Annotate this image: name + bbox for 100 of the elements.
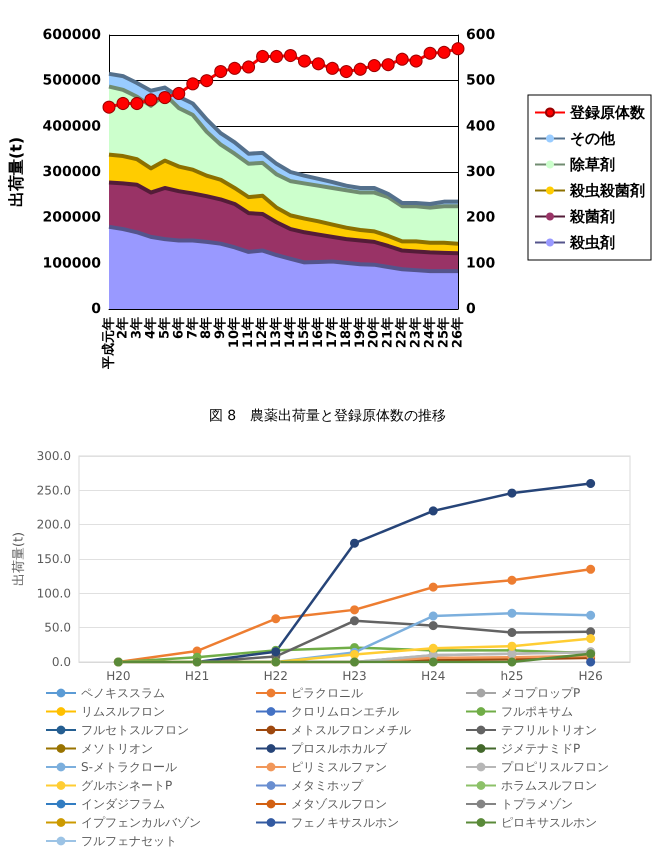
legend-label: 殺虫剤 [569, 234, 615, 252]
legend-label: ピロキサスルホン [501, 816, 597, 830]
x-tick-label: 11年 [241, 317, 256, 348]
point [270, 50, 284, 63]
x-tick-label: H20 [106, 669, 131, 683]
x-tick-label: 25年 [436, 317, 452, 348]
legend-label: プロピリスルフロン [501, 760, 609, 774]
legend-label: S-メトラクロール [81, 760, 177, 774]
point [102, 100, 116, 114]
point [452, 42, 464, 56]
legend-label: メタミホップ [291, 778, 364, 792]
x-tick-label: 18年 [338, 317, 354, 348]
point [116, 97, 130, 110]
point [586, 610, 596, 620]
legend-label: メソトリオン [81, 742, 153, 756]
point [428, 621, 438, 630]
point [424, 46, 437, 60]
x-tick-label: H26 [578, 669, 603, 683]
point [158, 91, 172, 104]
x-tick-label: 3年 [129, 317, 144, 340]
point [298, 54, 311, 68]
y-tick-label: 600000 [42, 27, 102, 43]
x-tick-label: H24 [421, 669, 446, 683]
x-tick-label: 5年 [157, 317, 172, 340]
legend-label: イプフェンカルバゾン [81, 816, 201, 830]
point [172, 86, 186, 100]
x-tick-label: H22 [264, 669, 288, 683]
y2-tick-label: 200 [466, 210, 496, 226]
x-tick-label: 13年 [269, 317, 284, 348]
point [396, 52, 409, 66]
point [214, 65, 228, 78]
point [428, 611, 438, 620]
caption: 図 8 農薬出荷量と登録原体数の推移 [208, 408, 446, 424]
point [326, 62, 339, 75]
point [368, 59, 381, 72]
y-tick-label: 150.0 [36, 552, 71, 566]
point [507, 608, 516, 618]
point [586, 478, 596, 488]
y-tick-label: 50.0 [44, 620, 71, 635]
legend-label: ピリミスルファン [291, 760, 387, 774]
legend-label: 殺虫殺菌剤 [569, 182, 645, 200]
y2-tick-label: 400 [466, 118, 496, 134]
y-tick-label: 250.0 [36, 483, 71, 498]
legend-label: クロリムロンエチル [291, 704, 399, 718]
legend-label: トプラメゾン [501, 797, 573, 811]
point [256, 50, 270, 63]
legend-label: リムスルフロン [81, 704, 165, 718]
y-tick-label: 200000 [42, 210, 102, 226]
y-tick-label: 200.0 [36, 518, 71, 532]
point [242, 60, 256, 74]
y-tick-label: 300.0 [36, 449, 71, 463]
point [428, 658, 438, 666]
x-tick-label: 20年 [366, 317, 382, 348]
x-tick-label: 9年 [213, 317, 228, 340]
point [186, 77, 200, 90]
point [507, 488, 516, 498]
point [228, 62, 242, 75]
legend-label: テフリルトリオン [501, 723, 597, 737]
y-tick-label: 100000 [42, 255, 102, 272]
x-tick-label: H23 [342, 669, 367, 683]
point [507, 576, 516, 585]
x-tick-label: 22年 [394, 317, 410, 348]
point [438, 46, 451, 59]
point [428, 506, 438, 516]
point [271, 614, 280, 624]
point [312, 57, 325, 70]
x-tick-label: 平成元年 [102, 317, 116, 370]
x-tick-label: 10年 [227, 317, 242, 348]
y-axis-title: 出荷量(t) [6, 136, 26, 208]
point [200, 74, 214, 88]
x-tick-label: 8年 [199, 317, 214, 340]
point [340, 65, 353, 78]
x-tick-label: 16年 [310, 317, 326, 348]
x-tick-label: 23年 [408, 317, 424, 348]
legend-label: 登録原体数 [569, 104, 646, 122]
point [350, 605, 359, 614]
point [428, 582, 438, 592]
x-tick-label: 17年 [324, 317, 340, 348]
x-tick-label: 2年 [115, 317, 130, 340]
legend-label: フェノキサスルホン [291, 816, 399, 830]
x-tick-label: 26年 [450, 317, 466, 348]
legend-label: メトスルフロンメチル [291, 723, 411, 737]
y-axis-title: 出荷量(t) [12, 532, 27, 586]
y2-tick-label: 0 [466, 301, 476, 317]
legend-label: プロスルホカルブ [291, 742, 388, 756]
x-tick-label: 15年 [296, 317, 312, 348]
legend-label: ペノキススラム [81, 686, 165, 700]
legend-label: その他 [570, 130, 616, 148]
x-tick-label: 24年 [422, 317, 438, 348]
point [586, 634, 596, 644]
y-tick-label: 0 [91, 301, 102, 317]
point [144, 93, 158, 106]
legend-label: 殺菌剤 [569, 208, 615, 226]
x-tick-label: 14年 [282, 317, 298, 348]
y-tick-label: 0.0 [52, 655, 71, 669]
y2-tick-label: 500 [466, 72, 496, 89]
point [507, 628, 516, 637]
legend-label: ジメテナミドP [501, 742, 580, 756]
x-tick-label: 19年 [352, 317, 368, 348]
point [350, 616, 359, 626]
